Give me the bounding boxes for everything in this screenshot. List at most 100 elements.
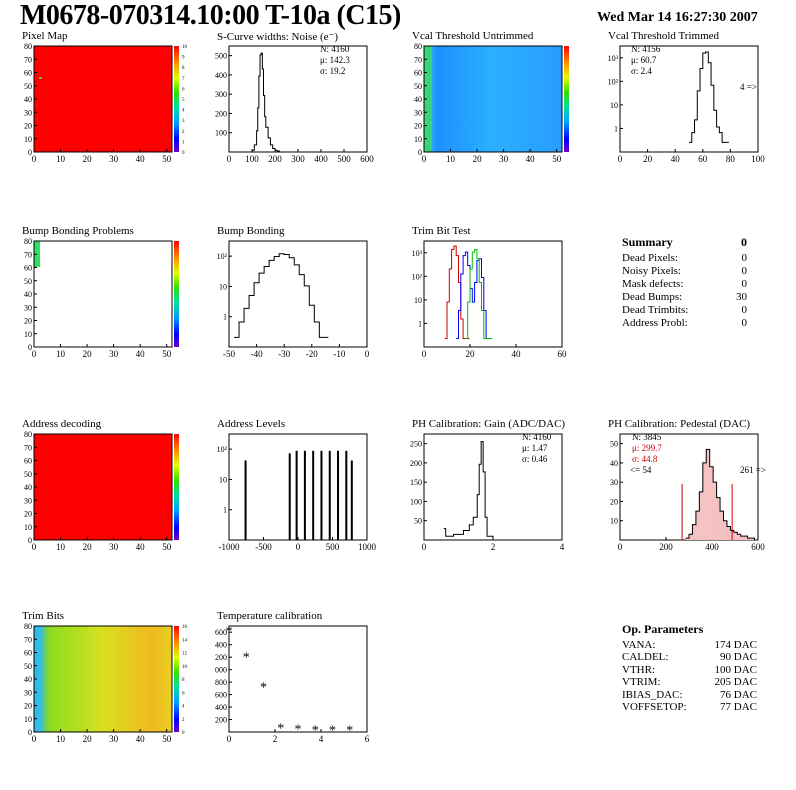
y-tick-label: 20 [24,122,32,131]
x-tick-label: 0 [365,349,370,359]
y-tick-label: 10³ [412,249,423,258]
y-tick-label: 10 [24,135,32,144]
y-tick-label: 200 [215,716,227,725]
heatmap-area [34,434,172,540]
data-point: * [312,723,319,738]
y-tick-label: 300 [215,90,227,99]
stat-sigma: σ: 44.8 [632,454,658,464]
panel-trim-bit-test: Trim Bit Test 0 20 40 60 1 10 10² 10³ [410,225,578,405]
y-tick-label: 30 [24,303,32,312]
x-tick-label: 30 [109,542,119,552]
x-tick-label: 40 [136,154,146,164]
x-tick-label: 0 [296,542,301,552]
y-tick-label: 10 [414,296,422,305]
y-tick-label: 50 [414,82,422,91]
stat-box: N: 4160 μ: 142.3 σ: 19.2 [320,44,350,77]
y-tick-label: 80 [24,42,32,51]
stat-n: N: 3845 [632,432,662,442]
chart-trim-bit-test: 0 20 40 60 1 10 10² 10³ [412,240,567,359]
x-tick-label: -20 [306,349,318,359]
y-tick-label: 70 [414,55,422,64]
x-tick-label: 20 [473,154,483,164]
y-tick-label: 1 [223,506,227,515]
edge-column [424,46,432,152]
panel-trim-bits: Trim Bits 0 10 20 30 40 50 0 10 20 30 40 50 60 70 80 0 2… [20,610,188,790]
x-tick-label: 30 [109,734,119,744]
histogram-line [685,448,759,541]
histogram-line [689,51,729,143]
color-scale [174,46,179,152]
z-tick-label: 0 [182,151,185,156]
summary-total: 0 [741,235,747,249]
y-tick-label: 10 [610,101,618,110]
y-tick-label: 50 [24,82,32,91]
y-tick-label: 0 [28,728,32,737]
x-tick-label: 0 [32,734,37,744]
y-tick-label: 50 [24,662,32,671]
y-tick-label: 10 [414,135,422,144]
x-tick-label: -500 [255,542,272,552]
y-tick-label: 20 [414,122,422,131]
y-tick-label: 800 [215,678,227,687]
y-tick-label: 10 [610,517,618,526]
heatmap-area [34,241,172,347]
z-tick-label: 16 [182,625,188,630]
summary-value: 0 [741,265,748,277]
data-point: * [260,680,267,695]
param-label: VTRIM: [622,676,661,688]
summary-value: 30 [736,291,747,303]
x-tick-label: 50 [162,734,172,744]
x-tick-label: 0 [422,542,427,552]
z-tick-label: 3 [182,119,185,124]
y-tick-label: 1 [614,124,618,133]
x-tick-label: 50 [552,154,562,164]
summary-label: Dead Bumps: [622,291,683,303]
panel-pixel-map: Pixel Map 0 10 20 30 40 50 0 10 20 30 40 50 60 70 80 0 1… [20,30,188,210]
param-label: VOFFSETOP: [622,701,687,713]
x-tick-label: 1000 [358,542,377,552]
z-tick-label: 8 [182,66,185,71]
edge-column [34,626,44,732]
y-tick-label: 80 [414,42,422,51]
y-tick-label: 60 [24,649,32,658]
y-tick-label: 1 [223,313,227,322]
x-tick-label: 10 [56,542,66,552]
stat-box: N: 4160 μ: 1.47 σ: 0.46 [522,432,551,465]
y-tick-label: 10 [219,475,227,484]
z-tick-label: 6 [182,691,185,696]
y-tick-label: 50 [24,470,32,479]
y-tick-label: 100 [215,129,227,138]
panel-bump-bonding: Bump Bonding -50 -40 -30 -20 -10 0 1 10 10² [215,225,383,405]
x-tick-label: 30 [109,349,119,359]
stat-sigma: σ: 2.4 [631,66,652,76]
x-tick-label: 20 [83,349,93,359]
y-tick-label: 0 [418,148,422,157]
y-tick-label: 20 [24,510,32,519]
x-tick-label: -10 [333,349,345,359]
x-tick-label: 10 [446,154,456,164]
y-tick-label: 200 [410,459,422,468]
y-tick-label: 0 [28,536,32,545]
overflow-label: 4 => [740,82,757,92]
summary-label: Dead Trimbits: [622,304,689,316]
y-tick-label: 200 [215,109,227,118]
stat-mu: μ: 1.47 [522,443,548,453]
summary-value: 0 [741,317,748,329]
y-tick-label: 20 [610,497,618,506]
panel-title: Trim Bits [22,610,65,622]
y-tick-label: 150 [410,478,422,487]
y-tick-label: 50 [414,517,422,526]
x-tick-label: 10 [56,734,66,744]
y-tick-label: 10 [219,282,227,291]
x-tick-label: 50 [162,154,172,164]
y-tick-label: 60 [414,69,422,78]
underflow-label: <= 54 [630,465,652,475]
param-label: CALDEL: [622,651,669,663]
y-tick-label: 70 [24,55,32,64]
panel-ph-pedestal: PH Calibration: Pedestal (DAC) 0 200 400 60… [606,418,774,598]
hist-fill [713,482,717,540]
panel-vcal-untrimmed: Vcal Threshold Untrimmed 0 10 20 30 40 50 0 10 2… [410,30,578,210]
param-value: 205 DAC [714,676,757,688]
panel-scurve: S-Curve widths: Noise (e⁻) 0 100 200 300 400… [215,30,383,210]
y-tick-label: 10² [217,445,228,454]
